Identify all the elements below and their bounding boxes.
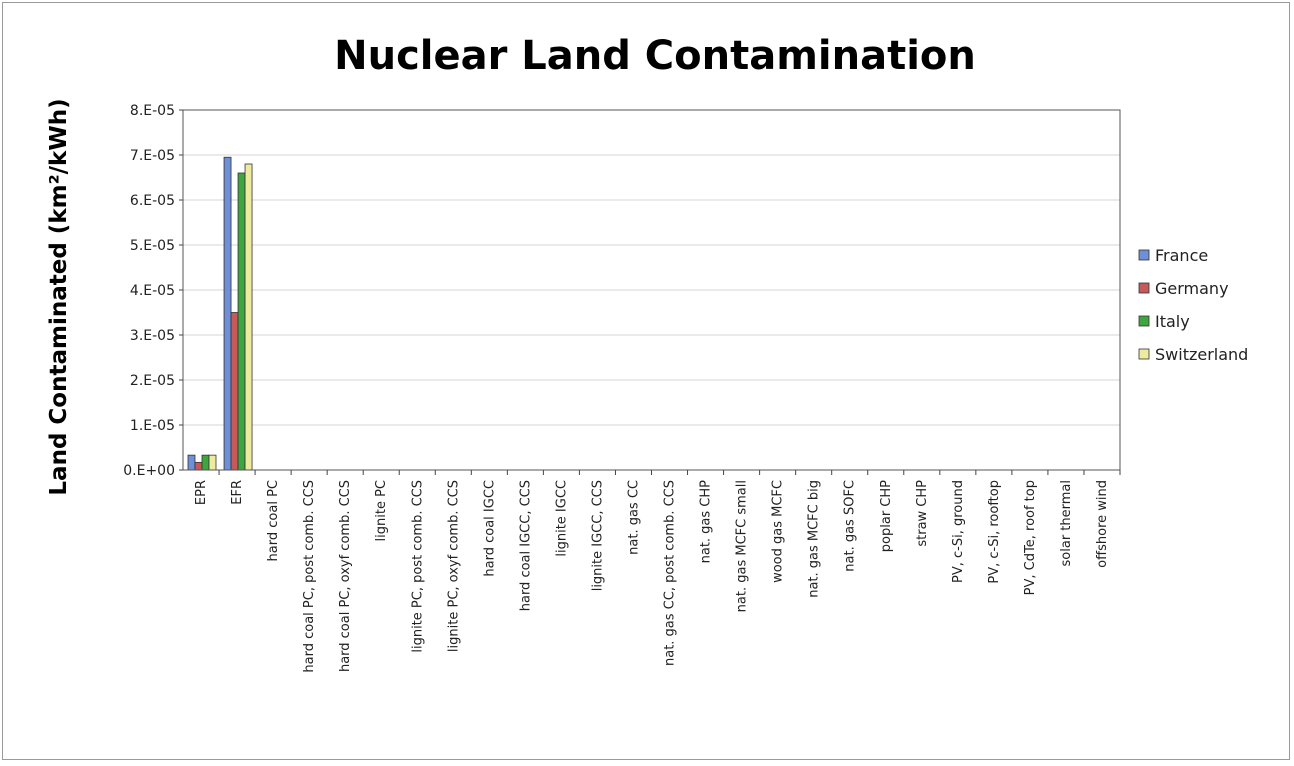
bars <box>187 156 253 471</box>
x-tick-label: nat. gas CHP <box>699 480 714 564</box>
chart-title: Nuclear Land Contamination <box>334 33 976 79</box>
legend-swatch-switzerland <box>1138 348 1150 360</box>
x-tick-label: hard coal IGCC, CCS <box>518 480 533 611</box>
y-axis-label: Land Contaminated (km²/kWh) <box>46 98 72 495</box>
legend-label-france: France <box>1155 246 1208 265</box>
bar-italy <box>201 454 210 471</box>
y-tick-label: 0.E+00 <box>123 463 175 479</box>
x-tick-label: hard coal PC, oxyf comb. CCS <box>338 480 353 672</box>
x-tick-label: lignite PC <box>374 480 389 541</box>
x-tick-label: nat. gas CC, post comb. CCS <box>663 480 678 666</box>
legend-swatch-italy <box>1138 315 1150 327</box>
legend-label-italy: Italy <box>1155 312 1190 331</box>
x-tick-label: hard coal PC, post comb. CCS <box>302 480 317 673</box>
x-tick-label: nat. gas MCFC big <box>807 480 822 598</box>
y-tick-label: 1.E-05 <box>130 418 175 434</box>
axes <box>182 109 1121 475</box>
x-tick-label: PV, c-Si, ground <box>951 480 966 583</box>
y-tick-label: 8.E-05 <box>130 103 175 119</box>
y-tick-label: 4.E-05 <box>130 283 175 299</box>
y-tick-label: 6.E-05 <box>130 193 175 209</box>
x-tick-label: wood gas MCFC <box>771 480 786 583</box>
y-tick-label: 3.E-05 <box>130 328 175 344</box>
x-tick-label: nat. gas CC <box>626 480 641 555</box>
legend-label-germany: Germany <box>1155 279 1229 298</box>
x-tick-label: poplar CHP <box>879 480 894 552</box>
x-tick-label: hard coal PC <box>266 480 281 561</box>
bar-switzerland <box>244 163 253 471</box>
bar-france <box>187 454 196 471</box>
bar-germany <box>230 312 239 471</box>
y-tick-labels: 0.E+00 1.E-05 2.E-05 3.E-05 4.E-05 5.E-05 6.E-… <box>123 103 183 479</box>
legend-swatch-germany <box>1138 282 1150 294</box>
y-tick-label: 2.E-05 <box>130 373 175 389</box>
x-tick-label: EFR <box>230 480 245 505</box>
x-tick-label: PV, c-Si, rooftop <box>987 480 1002 584</box>
bar-italy <box>237 172 246 471</box>
x-tick-label: nat. gas MCFC small <box>735 480 750 612</box>
legend: France Germany Italy Switzerland <box>1138 246 1248 364</box>
x-tick-label: nat. gas SOFC <box>843 480 858 572</box>
x-tick-label: lignite IGCC <box>554 480 569 557</box>
x-tick-label: offshore wind <box>1095 480 1110 568</box>
legend-label-switzerland: Switzerland <box>1155 345 1248 364</box>
x-tick-label: hard coal IGCC <box>482 480 497 577</box>
bar-germany <box>194 461 203 471</box>
x-tick-label: solar thermal <box>1059 480 1074 566</box>
bar-france <box>223 156 232 471</box>
bar-switzerland <box>208 454 217 471</box>
x-tick-label: PV, CdTe, roof top <box>1023 480 1038 595</box>
x-tick-label: lignite PC, post comb. CCS <box>410 480 425 653</box>
x-tick-labels: EPR EFR hard coal PC hard coal PC, post com… <box>194 480 1110 673</box>
y-tick-label: 7.E-05 <box>130 148 175 164</box>
legend-swatch-france <box>1138 249 1150 261</box>
x-tick-label: lignite PC, oxyf comb. CCS <box>446 480 461 652</box>
gridlines <box>183 109 1120 426</box>
bar-chart: Nuclear Land Contamination Land Contamin… <box>46 33 1248 673</box>
x-tick-label: straw CHP <box>915 480 930 547</box>
x-tick-label: lignite IGCC, CCS <box>590 480 605 591</box>
y-tick-label: 5.E-05 <box>130 238 175 254</box>
x-tick-label: EPR <box>194 480 209 505</box>
